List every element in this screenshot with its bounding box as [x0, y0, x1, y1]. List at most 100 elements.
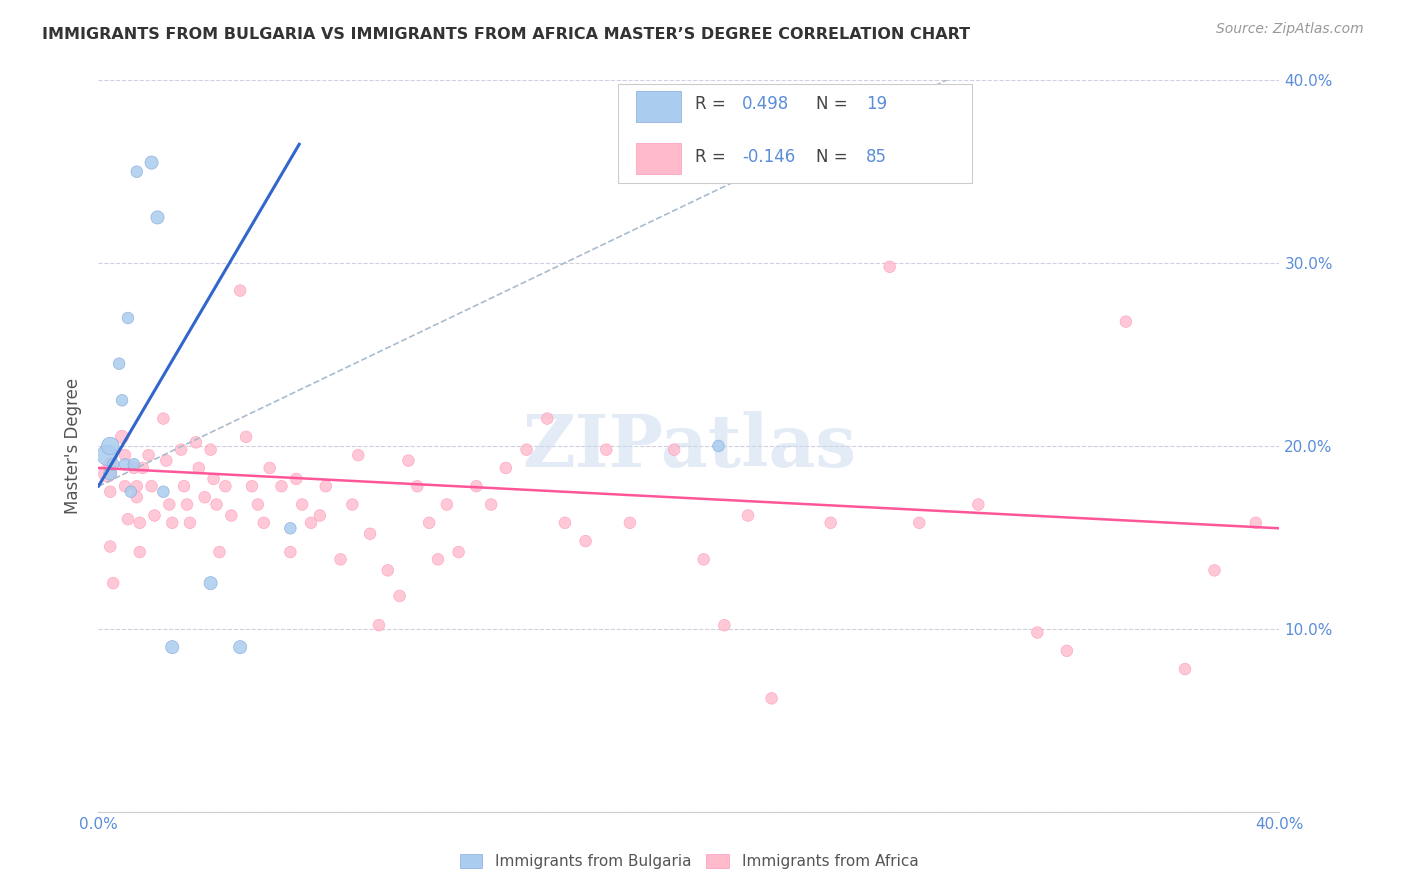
- Point: [259, 461, 281, 475]
- Point: [436, 498, 458, 512]
- Point: [377, 563, 399, 577]
- Point: [114, 458, 136, 472]
- Point: [125, 490, 148, 504]
- Point: [98, 484, 121, 499]
- Text: 19: 19: [866, 95, 887, 113]
- Text: IMMIGRANTS FROM BULGARIA VS IMMIGRANTS FROM AFRICA MASTER’S DEGREE CORRELATION C: IMMIGRANTS FROM BULGARIA VS IMMIGRANTS F…: [42, 27, 970, 42]
- Text: Source: ZipAtlas.com: Source: ZipAtlas.com: [1216, 22, 1364, 37]
- Point: [368, 618, 391, 632]
- Point: [152, 484, 174, 499]
- Point: [554, 516, 576, 530]
- Point: [111, 430, 134, 444]
- Point: [143, 508, 166, 523]
- Point: [967, 498, 990, 512]
- Point: [761, 691, 783, 706]
- Point: [253, 516, 276, 530]
- Point: [240, 479, 263, 493]
- Point: [114, 448, 136, 462]
- Point: [176, 498, 198, 512]
- Point: [125, 165, 148, 179]
- Text: -0.146: -0.146: [742, 148, 796, 166]
- Point: [315, 479, 337, 493]
- Point: [285, 472, 308, 486]
- Text: 0.498: 0.498: [742, 95, 789, 113]
- Point: [98, 458, 121, 472]
- Point: [388, 589, 411, 603]
- Point: [187, 461, 209, 475]
- Point: [162, 640, 183, 655]
- Point: [96, 467, 118, 481]
- Point: [128, 545, 150, 559]
- Point: [157, 498, 180, 512]
- Point: [246, 498, 269, 512]
- Point: [465, 479, 488, 493]
- Point: [515, 442, 537, 457]
- Point: [278, 521, 302, 535]
- Point: [132, 461, 155, 475]
- Point: [329, 552, 352, 566]
- Point: [664, 442, 686, 457]
- Point: [179, 516, 201, 530]
- Point: [693, 552, 716, 566]
- Point: [1056, 644, 1078, 658]
- Point: [202, 472, 225, 486]
- Point: [117, 512, 139, 526]
- Point: [1244, 516, 1267, 530]
- Point: [125, 479, 148, 493]
- Point: [879, 260, 901, 274]
- Point: [117, 311, 139, 326]
- Point: [98, 467, 121, 481]
- Point: [141, 155, 163, 169]
- Point: [291, 498, 314, 512]
- Point: [574, 534, 596, 549]
- Legend: Immigrants from Bulgaria, Immigrants from Africa: Immigrants from Bulgaria, Immigrants fro…: [453, 848, 925, 875]
- Point: [447, 545, 470, 559]
- Point: [114, 479, 136, 493]
- Point: [155, 453, 177, 467]
- Point: [146, 211, 169, 225]
- Point: [122, 461, 145, 475]
- Point: [128, 516, 150, 530]
- Point: [219, 508, 242, 523]
- Point: [1204, 563, 1226, 577]
- Point: [170, 442, 193, 457]
- Text: ZIPatlas: ZIPatlas: [522, 410, 856, 482]
- Point: [595, 442, 617, 457]
- Point: [103, 576, 125, 591]
- Point: [908, 516, 931, 530]
- Text: N =: N =: [817, 148, 853, 166]
- Point: [1174, 662, 1197, 676]
- Bar: [636, 91, 681, 122]
- Point: [229, 284, 252, 298]
- Point: [713, 618, 735, 632]
- Point: [536, 411, 558, 425]
- Point: [396, 453, 419, 467]
- Point: [152, 411, 174, 425]
- Point: [184, 435, 207, 450]
- Point: [103, 458, 125, 472]
- Point: [406, 479, 429, 493]
- Point: [229, 640, 252, 655]
- Text: 85: 85: [866, 148, 887, 166]
- Point: [235, 430, 257, 444]
- FancyBboxPatch shape: [619, 84, 973, 183]
- Point: [108, 357, 131, 371]
- Text: R =: R =: [695, 95, 731, 113]
- Point: [208, 545, 231, 559]
- Point: [418, 516, 440, 530]
- Point: [173, 479, 195, 493]
- Text: R =: R =: [695, 148, 731, 166]
- Point: [1026, 625, 1049, 640]
- Point: [162, 516, 183, 530]
- Point: [200, 576, 222, 591]
- Y-axis label: Master's Degree: Master's Degree: [65, 378, 83, 514]
- Point: [200, 442, 222, 457]
- Text: N =: N =: [817, 95, 853, 113]
- Bar: [636, 144, 681, 174]
- Point: [479, 498, 502, 512]
- Point: [214, 479, 236, 493]
- Point: [194, 490, 217, 504]
- Point: [98, 540, 121, 554]
- Point: [98, 439, 121, 453]
- Point: [278, 545, 302, 559]
